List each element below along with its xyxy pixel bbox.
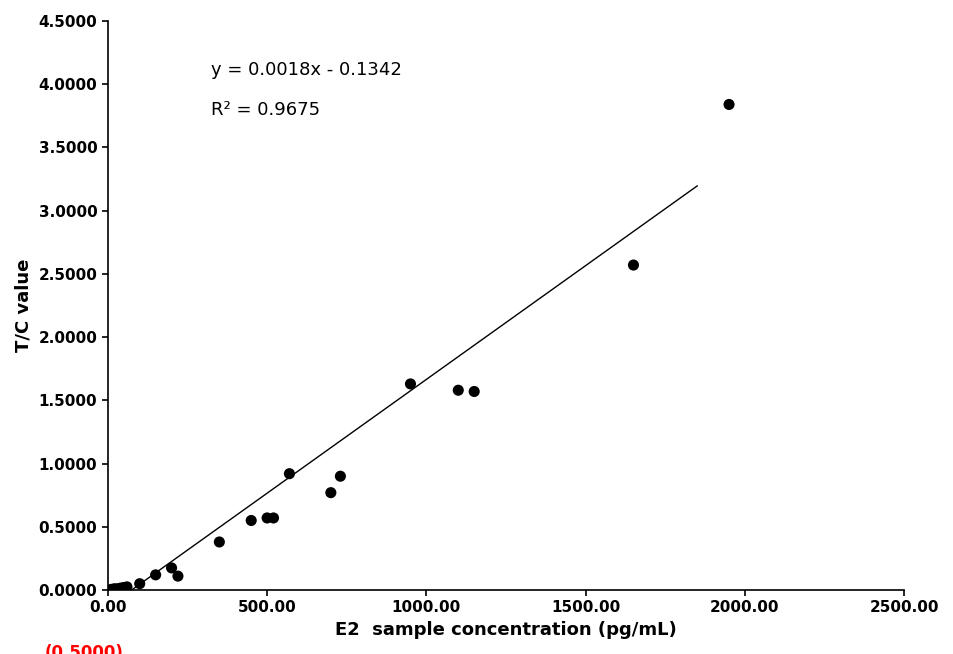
Point [171,571,186,581]
Point [103,584,118,594]
X-axis label: E2  sample concentration (pg/mL): E2 sample concentration (pg/mL) [335,621,677,639]
Point [119,581,134,592]
Point [116,582,132,593]
Point [402,379,417,389]
Point [259,513,274,523]
Point [148,570,163,580]
Point [164,562,179,573]
Point [243,515,258,526]
Text: R² = 0.9675: R² = 0.9675 [212,101,320,118]
Point [266,513,281,523]
Point [212,537,227,547]
Point [720,99,736,110]
Point [281,468,296,479]
Point [323,487,338,498]
Point [466,387,481,397]
Text: (0.5000): (0.5000) [44,644,123,654]
Point [625,260,640,270]
Point [110,583,125,594]
Point [112,583,128,593]
Point [132,579,147,589]
Y-axis label: T/C value: T/C value [15,259,33,353]
Point [450,385,465,396]
Point [107,583,122,594]
Text: y = 0.0018x - 0.1342: y = 0.0018x - 0.1342 [212,61,402,79]
Point [333,471,348,481]
